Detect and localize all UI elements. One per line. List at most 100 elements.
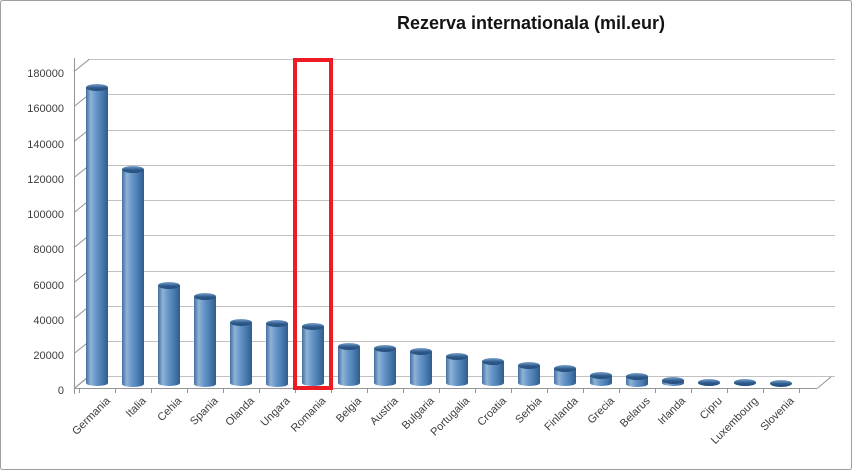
bar-cap — [374, 345, 396, 353]
bar-cap — [410, 348, 432, 355]
y-axis-label: 80000 — [33, 244, 64, 257]
y-axis-label: 180000 — [27, 68, 64, 80]
x-axis-tick — [763, 388, 764, 393]
bar-italia — [122, 169, 144, 387]
x-axis-tick — [547, 388, 548, 393]
bar-spania — [194, 296, 216, 387]
bar-serbia — [518, 365, 540, 387]
y-axis-tick — [73, 59, 89, 72]
bar-austria — [374, 348, 396, 387]
bar-bulgaria — [410, 351, 432, 387]
x-axis-tick — [259, 388, 260, 393]
x-axis-label: Cipru — [697, 395, 725, 423]
x-axis-label: Austria — [367, 395, 401, 428]
y-axis-label: 60000 — [33, 279, 64, 292]
gridline — [88, 59, 835, 60]
bar-cap — [158, 281, 180, 289]
floor-right-edge — [817, 376, 832, 389]
x-axis-tick — [583, 388, 584, 393]
x-axis-label: Romania — [288, 395, 329, 435]
x-axis-tick — [151, 388, 152, 393]
bar-cap — [266, 319, 288, 327]
x-axis-tick — [115, 388, 116, 393]
gridline — [88, 235, 835, 237]
bar-cap — [86, 83, 108, 91]
bar-cap — [734, 378, 756, 386]
bar-cap — [194, 293, 216, 301]
y-axis-label: 140000 — [27, 138, 64, 151]
bar-belarus — [626, 376, 648, 387]
x-axis-tick — [727, 388, 728, 393]
bar-cap — [230, 319, 252, 327]
bar-cap — [590, 371, 612, 379]
bar-croatia — [482, 361, 504, 387]
bar-portugalia — [446, 356, 468, 387]
gridline — [88, 164, 835, 166]
gridline — [88, 94, 835, 96]
bar-cap — [338, 343, 360, 351]
bar-cap — [122, 165, 144, 173]
bar-cap — [770, 379, 792, 387]
x-axis-tick — [79, 388, 80, 393]
x-axis-label: Cehia — [155, 395, 185, 424]
x-axis-tick — [403, 388, 404, 393]
gridline — [88, 305, 835, 307]
bar-germania — [86, 87, 108, 387]
x-axis-label: Olanda — [222, 395, 257, 429]
x-axis-tick — [511, 388, 512, 393]
bar-cap — [446, 352, 468, 360]
bar-cap — [626, 372, 648, 380]
x-axis-tick — [367, 388, 368, 393]
bar-cap — [482, 357, 504, 365]
y-axis-label: 120000 — [27, 173, 64, 186]
x-axis-label: Belarus — [617, 395, 653, 430]
x-axis-label: Irlanda — [656, 395, 689, 428]
bar-cap — [302, 322, 324, 330]
y-axis-label: 20000 — [33, 350, 64, 362]
x-axis-tick — [223, 388, 224, 393]
bar-olanda — [230, 322, 252, 387]
x-axis-label: Italia — [123, 395, 149, 420]
bar-cehia — [158, 285, 180, 387]
gridline — [88, 200, 835, 201]
gridline — [88, 129, 835, 131]
x-axis-label: Germania — [69, 395, 113, 438]
bar-cap — [698, 379, 720, 387]
bar-cap — [662, 376, 684, 384]
x-axis-label: Finlanda — [542, 395, 581, 434]
y-axis-label: 40000 — [33, 314, 64, 327]
x-axis-tick — [619, 388, 620, 393]
x-axis-label: Croatia — [474, 395, 509, 429]
x-axis-label: Grecia — [585, 395, 617, 427]
x-axis-tick — [691, 388, 692, 393]
x-axis-tick — [655, 388, 656, 393]
x-axis-tick — [331, 388, 332, 393]
x-axis-label: Slovenia — [758, 395, 797, 434]
bar-finlanda — [554, 368, 576, 387]
bar-cap — [518, 362, 540, 370]
x-axis-tick — [439, 388, 440, 393]
bar-grecia — [590, 375, 612, 387]
x-axis-line — [74, 388, 817, 389]
y-axis-label: 0 — [57, 385, 64, 398]
x-axis-tick — [475, 388, 476, 393]
bar-ungara — [266, 323, 288, 387]
x-axis-label: Serbia — [513, 395, 545, 426]
y-axis-label: 100000 — [27, 209, 64, 221]
bar-cap — [554, 364, 576, 372]
x-axis-tick — [799, 388, 800, 393]
x-axis-label: Spania — [187, 395, 221, 428]
x-axis-label: Ungara — [258, 395, 293, 429]
x-axis-tick — [187, 388, 188, 393]
x-axis-label: Belgia — [334, 395, 365, 426]
y-axis-label: 160000 — [27, 103, 64, 116]
bar-romania — [302, 326, 324, 387]
chart-title: Rezerva internationala (mil.eur) — [396, 13, 666, 33]
x-axis-tick — [295, 388, 296, 393]
bar-belgia — [338, 346, 360, 387]
gridline — [88, 341, 835, 342]
gridline — [88, 270, 835, 272]
y-axis-line — [74, 58, 75, 394]
highlight-rectangle — [293, 58, 333, 390]
